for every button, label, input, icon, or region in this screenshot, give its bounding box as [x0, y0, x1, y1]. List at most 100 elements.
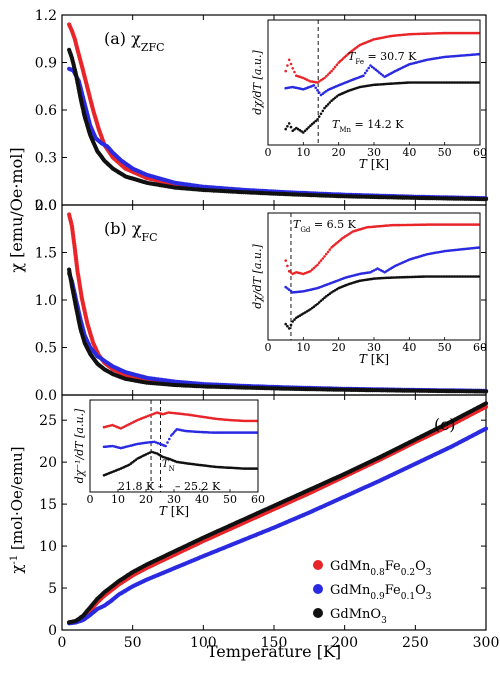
inset-data-point	[328, 71, 332, 75]
inset-data-point	[321, 109, 325, 113]
inset-data-point	[323, 76, 326, 80]
inset-data-point	[287, 58, 291, 62]
inset-x-tick-label: 40	[402, 341, 416, 354]
inset-data-point	[319, 93, 323, 97]
inset-data-point	[305, 127, 309, 131]
inset-data-point	[477, 31, 480, 35]
inset-data-point	[316, 88, 319, 92]
inset-data-point	[372, 67, 376, 70]
inset-data-point	[328, 292, 332, 296]
x-tick-label: 150	[261, 635, 288, 651]
inset-data-point	[286, 125, 289, 128]
inset-data-point	[323, 296, 326, 300]
inset-data-point	[314, 265, 318, 268]
inset-series-1	[102, 428, 258, 450]
inset-data-point	[321, 298, 325, 301]
data-point	[483, 389, 489, 394]
inset-data-point	[335, 95, 339, 98]
inset-series-1	[284, 52, 480, 97]
inset-data-point	[293, 128, 296, 131]
legend: GdMn0.8Fe0.2O3 GdMn0.9Fe0.1O3 GdMnO3	[313, 559, 432, 626]
inset-annotation-tmn: TMn = 14.2 K	[332, 118, 404, 134]
y-tick-label: 0.5	[35, 341, 57, 357]
inset-data-point	[316, 302, 319, 306]
inset-x-tick-label: 20	[332, 146, 346, 159]
inset-data-point	[287, 269, 291, 273]
inset-data-point	[367, 66, 371, 70]
inset-data-point	[328, 101, 332, 104]
inset-b: 0 10 20 30 40 50 60 T [K] dχ/dT [a.u.] TGd = 6.5 …	[251, 212, 487, 366]
inset-x-tick-label: 60	[473, 341, 487, 354]
inset-data-point	[303, 129, 307, 133]
y-tick-label: 2.0	[35, 198, 57, 214]
x-tick-label: 50	[124, 635, 142, 651]
y-tick-label: 1.0	[35, 293, 57, 309]
inset-x-tick-label: 30	[367, 341, 381, 354]
inset-series-0	[284, 223, 480, 276]
inset-data-point	[286, 64, 289, 67]
panel-a: 0.0 0.3 0.6 0.9 1.2 (a) χZFC 0 10 20 30 40 50 60 T [K…	[35, 8, 489, 214]
inset-data-point	[310, 268, 314, 271]
inset-data-point	[362, 74, 365, 77]
inset-data-point	[477, 275, 480, 278]
inset-series-0	[102, 411, 258, 430]
y-tick-label: 0.0	[35, 388, 57, 404]
y-tick-label: 1.2	[35, 8, 57, 24]
inset-data-point	[284, 69, 288, 73]
inset-data-point	[287, 122, 291, 125]
series-2	[67, 47, 489, 202]
inset-data-point	[323, 106, 326, 110]
y-tick-label: 25	[39, 413, 57, 429]
inset-data-point	[309, 124, 312, 127]
inset-series-2	[102, 450, 258, 477]
inset-x-tick-label: 0	[265, 146, 272, 159]
inset-x-tick-label: 50	[438, 341, 452, 354]
inset-data-point	[321, 257, 325, 260]
inset-x-tick-label: 10	[111, 493, 125, 506]
inset-data-point	[291, 129, 295, 133]
inset-data-point	[477, 223, 480, 226]
y-tick-label: 0.0	[35, 198, 57, 214]
legend-marker	[313, 608, 323, 618]
inset-annotation-tn: TN	[162, 459, 175, 473]
inset-data-point	[291, 67, 295, 70]
panel-b: 0.0 0.5 1.0 1.5 2.0 (b) χFC 0 10 20 30 40 50 60 T [K]…	[35, 198, 489, 404]
legend-entry: GdMnO3	[330, 607, 387, 626]
data-point	[483, 401, 489, 406]
inset-x-tick-label: 30	[167, 493, 181, 506]
panel-label: (b) χFC	[104, 219, 158, 244]
inset-data-point	[312, 121, 316, 124]
inset-data-point	[319, 112, 323, 116]
inset-x-tick-label: 50	[438, 146, 452, 159]
panel-label: (a) χZFC	[104, 29, 165, 54]
inset-data-point	[319, 299, 323, 303]
inset-data-point	[164, 444, 167, 448]
inset-data-point	[325, 252, 328, 256]
data-point	[483, 426, 489, 431]
inset-data-point	[312, 266, 316, 270]
legend-entry: GdMn0.9Fe0.1O3	[330, 583, 432, 602]
inset-data-point	[307, 126, 310, 129]
inset-data-point	[333, 65, 337, 69]
inset-data-point	[317, 91, 321, 94]
inset-data-point	[325, 89, 328, 93]
x-tick-label: 300	[473, 635, 500, 651]
inset-data-point	[284, 322, 288, 326]
data-point	[483, 197, 489, 202]
inset-data-point	[314, 86, 318, 90]
inset-data-point	[284, 127, 288, 131]
inset-data-point	[378, 71, 381, 74]
inset-data-point	[289, 323, 293, 327]
y-tick-label: 0.3	[35, 151, 57, 167]
inset-frame	[89, 399, 259, 493]
inset-data-point	[319, 259, 323, 262]
inset-data-point	[381, 74, 385, 77]
inset-data-point	[166, 441, 169, 444]
inset-data-point	[317, 115, 321, 118]
inset-x-tick-label: 40	[402, 146, 416, 159]
inset-data-point	[286, 324, 289, 328]
inset-x-tick-label: 0	[87, 493, 94, 506]
inset-data-point	[255, 431, 258, 434]
inset-data-point	[302, 131, 305, 134]
